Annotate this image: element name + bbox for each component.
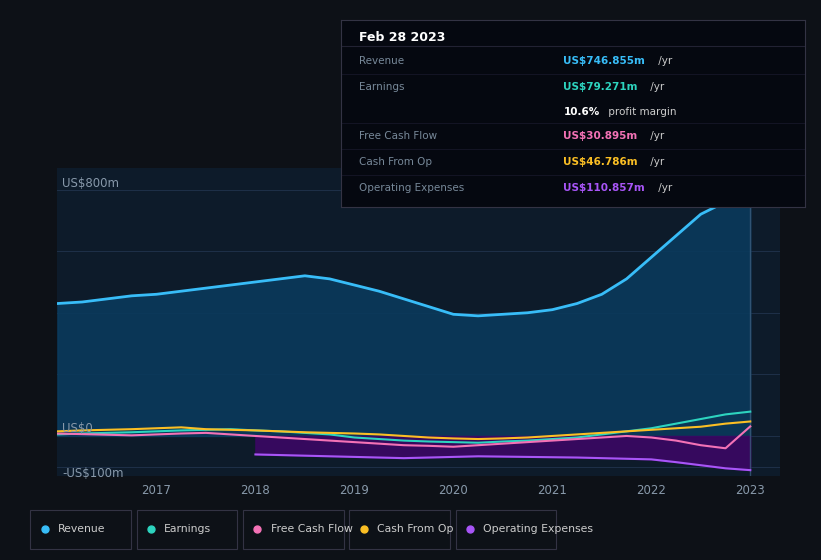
Text: 2022: 2022 [636,484,666,497]
Text: Revenue: Revenue [360,56,405,66]
Text: Free Cash Flow: Free Cash Flow [360,131,438,141]
Text: Earnings: Earnings [360,82,405,92]
Text: 2019: 2019 [339,484,369,497]
Text: 2017: 2017 [141,484,172,497]
Text: Operating Expenses: Operating Expenses [484,524,594,534]
Text: US$30.895m: US$30.895m [563,131,638,141]
Text: Cash From Op: Cash From Op [360,157,433,167]
Text: /yr: /yr [647,82,664,92]
Text: US$46.786m: US$46.786m [563,157,638,167]
Text: Cash From Op: Cash From Op [377,524,453,534]
Text: /yr: /yr [647,157,664,167]
Text: US$746.855m: US$746.855m [563,56,645,66]
Text: Free Cash Flow: Free Cash Flow [271,524,352,534]
Bar [349,510,450,549]
Text: 2021: 2021 [538,484,567,497]
Text: US$79.271m: US$79.271m [563,82,638,92]
Text: 2023: 2023 [736,484,765,497]
Text: profit margin: profit margin [605,106,677,116]
Text: 2020: 2020 [438,484,468,497]
Text: US$110.857m: US$110.857m [563,184,645,193]
Text: /yr: /yr [655,184,672,193]
Bar [136,510,237,549]
Text: 10.6%: 10.6% [563,106,599,116]
Text: Revenue: Revenue [58,524,105,534]
Text: 2018: 2018 [241,484,270,497]
Text: US$800m: US$800m [62,176,119,189]
Bar [243,510,343,549]
Text: Operating Expenses: Operating Expenses [360,184,465,193]
Text: /yr: /yr [647,131,664,141]
Text: Earnings: Earnings [164,524,211,534]
Text: US$0: US$0 [62,422,93,435]
Text: /yr: /yr [655,56,672,66]
Bar [456,510,557,549]
Text: -US$100m: -US$100m [62,467,124,480]
Bar [30,510,131,549]
Text: Feb 28 2023: Feb 28 2023 [360,31,446,44]
